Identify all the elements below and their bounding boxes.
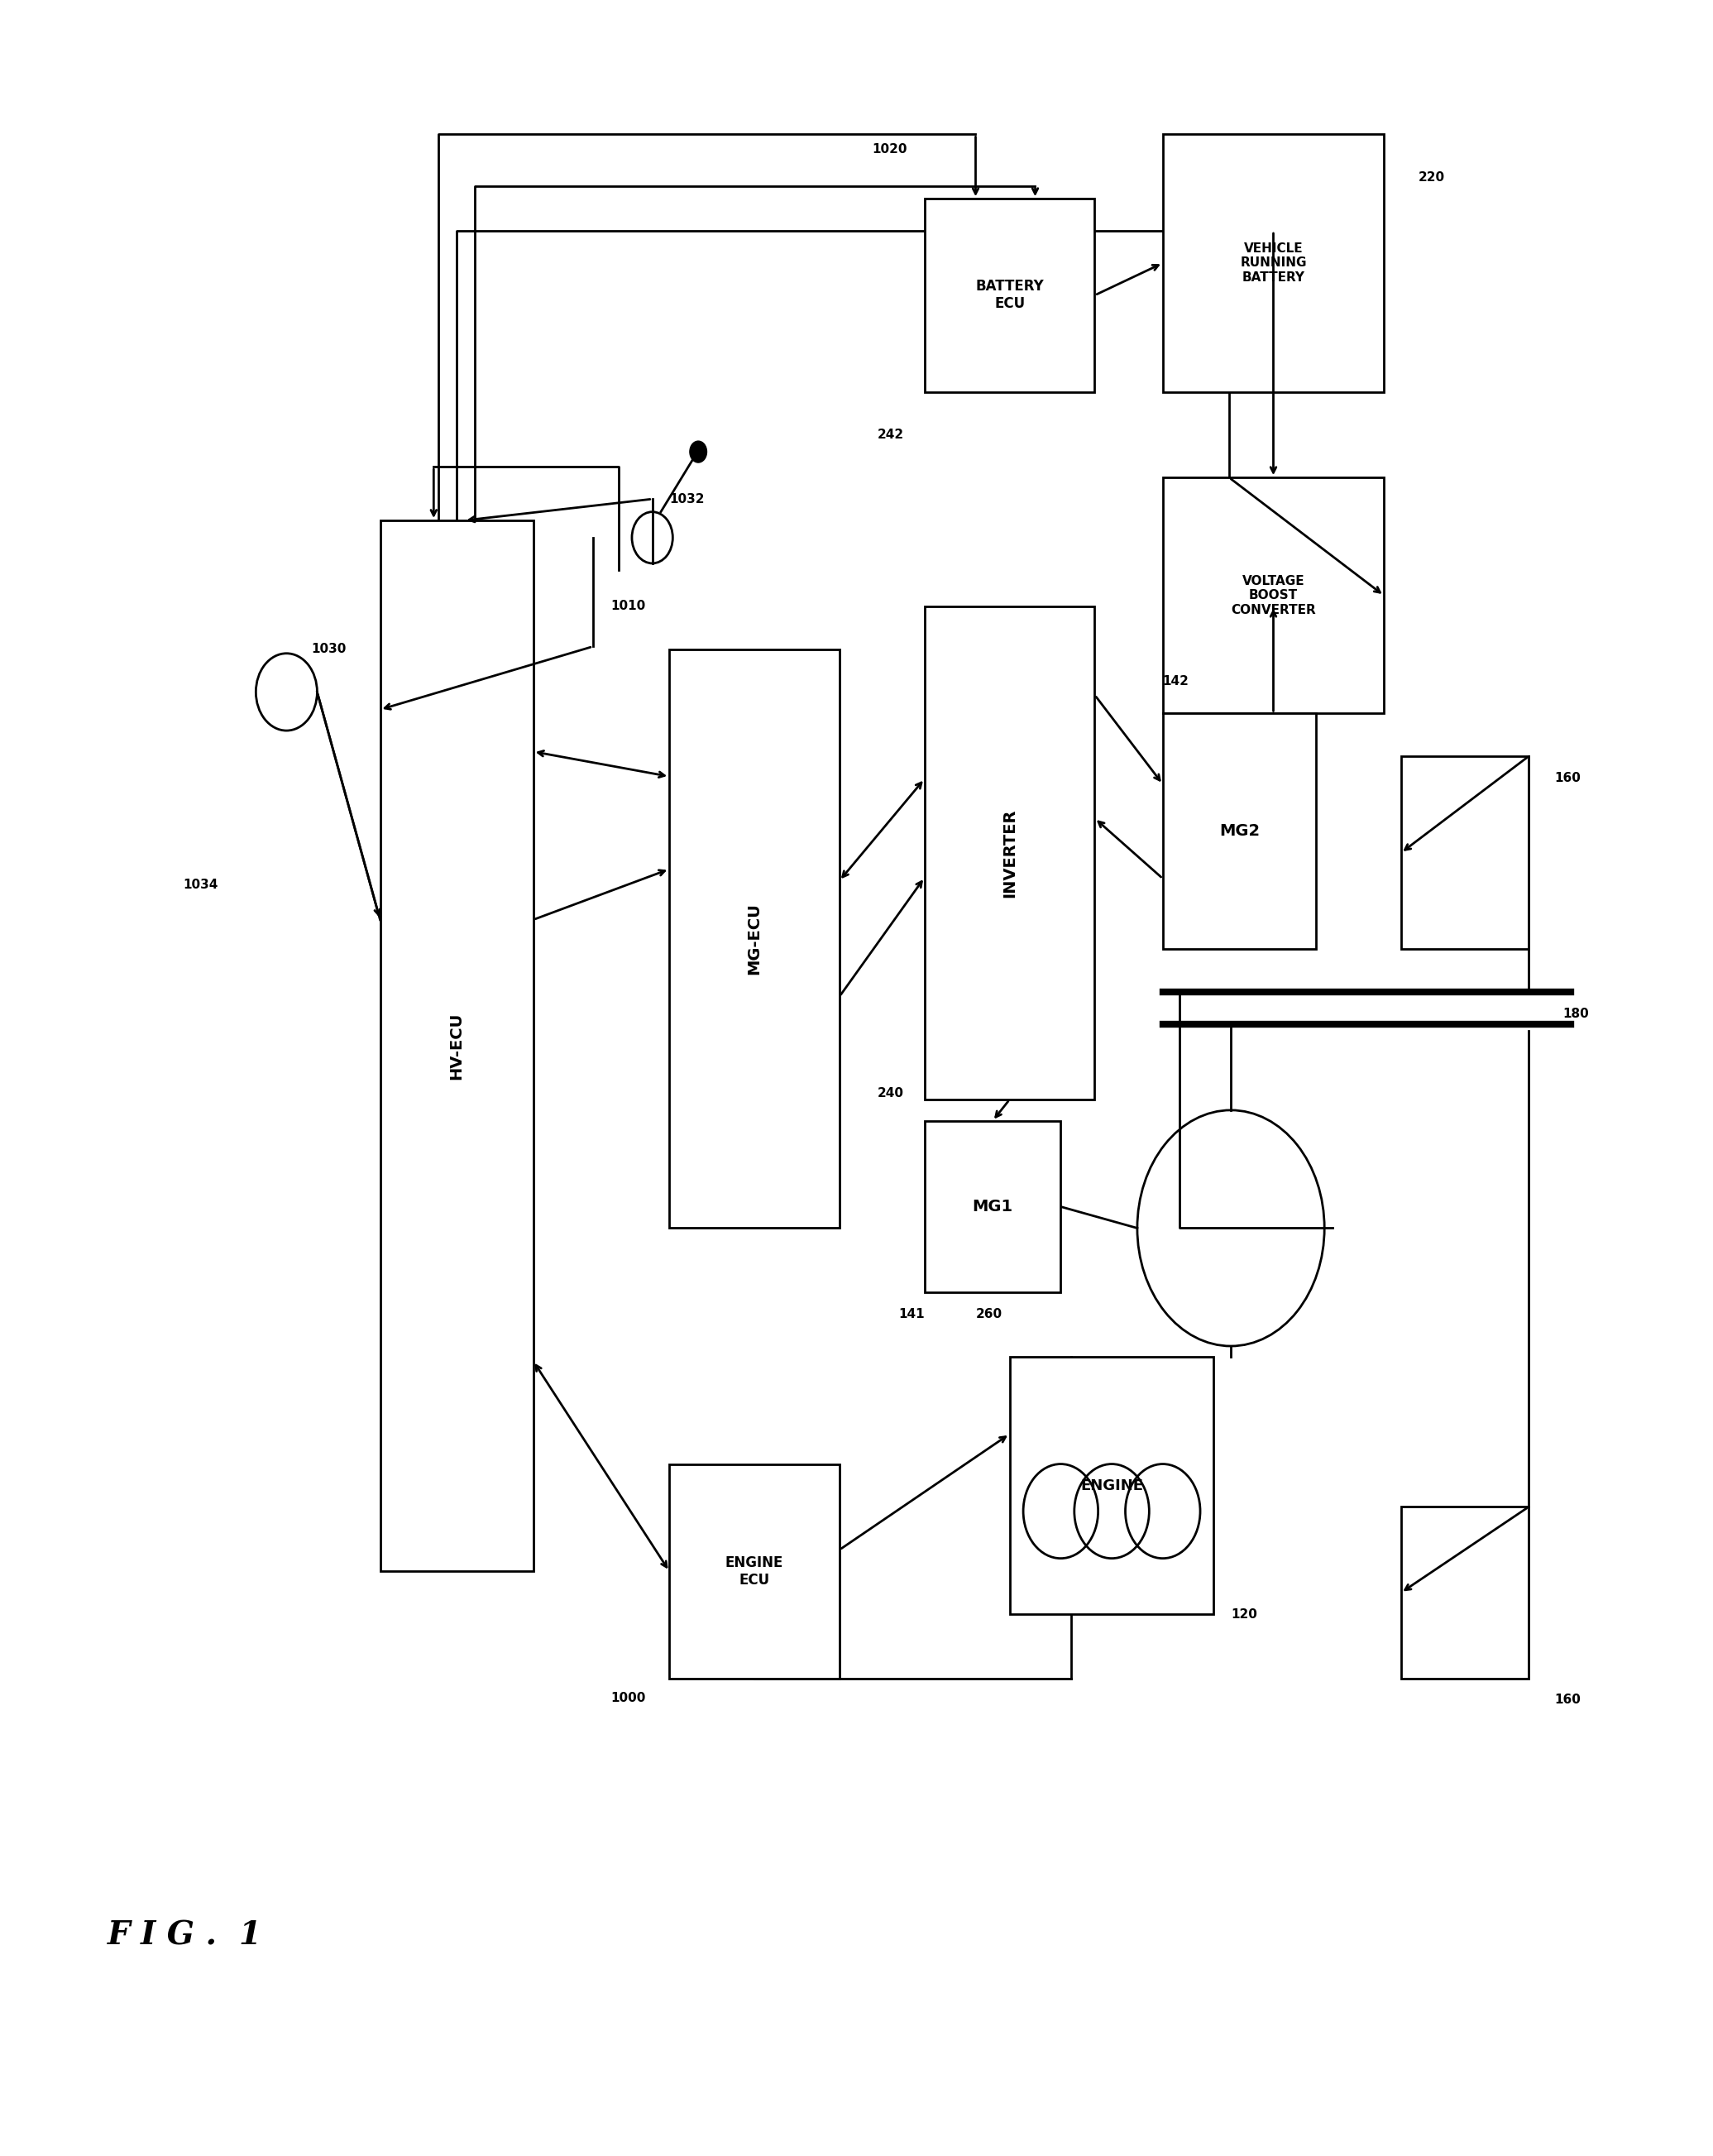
Text: ENGINE: ENGINE bbox=[1081, 1479, 1143, 1492]
Text: 242: 242 bbox=[877, 429, 904, 440]
Text: F I G .  1: F I G . 1 bbox=[108, 1921, 262, 1951]
Text: 1034: 1034 bbox=[183, 880, 219, 890]
Bar bbox=[1401, 757, 1528, 949]
Text: 1010: 1010 bbox=[610, 599, 646, 612]
Bar bbox=[1163, 134, 1384, 392]
Text: 141: 141 bbox=[898, 1309, 925, 1319]
Text: MG-ECU: MG-ECU bbox=[747, 903, 762, 975]
Text: 1032: 1032 bbox=[670, 494, 704, 505]
Bar bbox=[670, 1464, 839, 1680]
Text: VEHICLE
RUNNING
BATTERY: VEHICLE RUNNING BATTERY bbox=[1240, 241, 1307, 285]
Bar bbox=[925, 1121, 1060, 1291]
Text: MG2: MG2 bbox=[1220, 824, 1259, 839]
Circle shape bbox=[690, 442, 707, 464]
Bar bbox=[1163, 476, 1384, 714]
Bar bbox=[1401, 1507, 1528, 1680]
Text: ENGINE
ECU: ENGINE ECU bbox=[725, 1554, 783, 1587]
Bar bbox=[380, 520, 533, 1572]
Text: HV-ECU: HV-ECU bbox=[449, 1011, 464, 1080]
Text: VOLTAGE
BOOST
CONVERTER: VOLTAGE BOOST CONVERTER bbox=[1232, 576, 1316, 617]
Text: BATTERY
ECU: BATTERY ECU bbox=[975, 280, 1043, 310]
Bar bbox=[925, 606, 1095, 1100]
Text: 120: 120 bbox=[1232, 1608, 1257, 1621]
Text: 142: 142 bbox=[1163, 675, 1189, 688]
Bar bbox=[1009, 1356, 1215, 1615]
Bar bbox=[670, 649, 839, 1229]
Text: 1000: 1000 bbox=[610, 1692, 646, 1703]
Text: 240: 240 bbox=[877, 1087, 904, 1100]
Bar bbox=[1163, 714, 1316, 949]
Text: 160: 160 bbox=[1554, 1695, 1581, 1705]
Text: 1020: 1020 bbox=[872, 142, 908, 155]
Text: MG1: MG1 bbox=[973, 1199, 1012, 1214]
Text: 1030: 1030 bbox=[312, 642, 346, 655]
Text: 160: 160 bbox=[1554, 772, 1581, 785]
Text: 180: 180 bbox=[1562, 1007, 1590, 1020]
Text: 260: 260 bbox=[976, 1309, 1002, 1319]
Text: INVERTER: INVERTER bbox=[1002, 808, 1018, 897]
Bar bbox=[925, 198, 1095, 392]
Text: 220: 220 bbox=[1418, 170, 1444, 183]
